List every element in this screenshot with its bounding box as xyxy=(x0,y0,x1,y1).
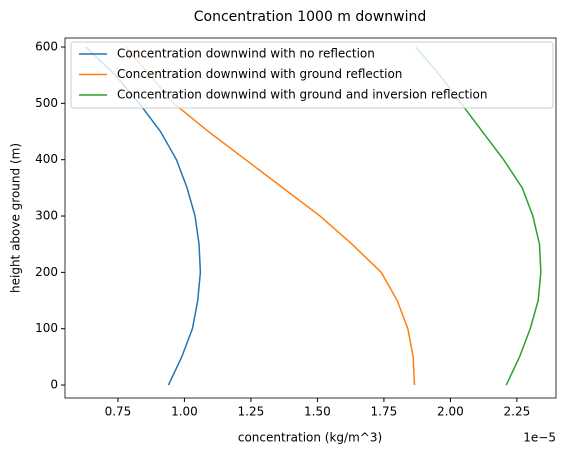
x-tick-label: 2.00 xyxy=(437,405,464,419)
y-tick-label: 500 xyxy=(35,96,58,110)
plot-frame xyxy=(64,37,557,399)
x-offset-label: 1e−5 xyxy=(523,431,556,445)
x-tick-label: 1.75 xyxy=(371,405,398,419)
legend-label: Concentration downwind with ground and i… xyxy=(117,88,488,102)
x-tick-label: 2.25 xyxy=(504,405,531,419)
y-tick-label: 100 xyxy=(35,321,58,335)
y-tick-label: 600 xyxy=(35,40,58,54)
y-tick-label: 0 xyxy=(50,378,58,392)
chart-title: Concentration 1000 m downwind xyxy=(194,9,427,25)
y-tick-label: 200 xyxy=(35,265,58,279)
y-tick-label: 400 xyxy=(35,152,58,166)
x-tick-label: 0.75 xyxy=(105,405,132,419)
legend-box xyxy=(70,41,554,109)
x-tick-label: 1.25 xyxy=(238,405,265,419)
legend-label: Concentration downwind with ground refle… xyxy=(117,67,402,81)
legend-label: Concentration downwind with no reflectio… xyxy=(117,47,375,61)
x-axis-label: concentration (kg/m^3) xyxy=(238,431,382,445)
x-tick-label: 1.00 xyxy=(171,405,198,419)
x-tick-label: 1.50 xyxy=(304,405,331,419)
y-tick-label: 300 xyxy=(35,209,58,223)
y-axis-label: height above ground (m) xyxy=(9,143,23,293)
